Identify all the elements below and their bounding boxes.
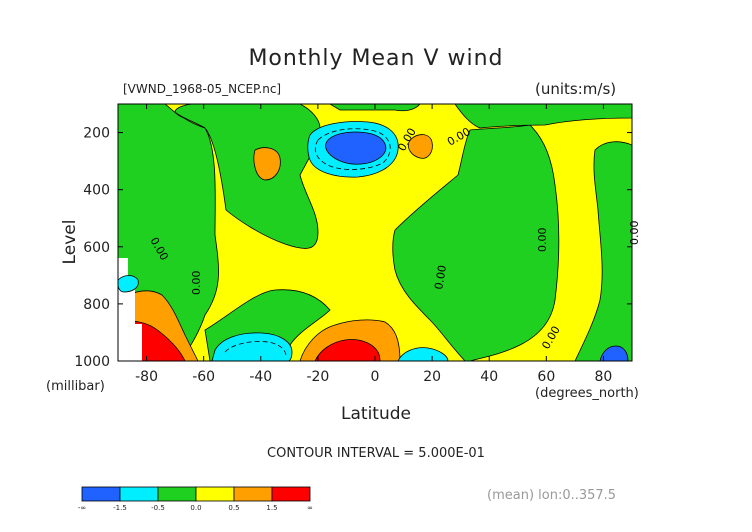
contour-negative-low [224, 341, 287, 357]
colorbar-swatch [195, 486, 235, 502]
x-tick-label: 20 [423, 369, 441, 385]
y-tick-label: 200 [83, 126, 110, 142]
x-tick-label: 0 [371, 369, 380, 385]
y-tick-label: 400 [83, 183, 110, 199]
field-cyan-low [211, 332, 293, 361]
file-label: [VWND_1968-05_NCEP.nc] [123, 82, 282, 96]
y-axis-units: (millibar) [46, 379, 105, 394]
x-tick-label: -80 [135, 369, 158, 385]
field-red-surface [314, 339, 381, 361]
x-tick-label: 60 [537, 369, 555, 385]
field-blue-jet-core [325, 131, 387, 165]
field-green-center [174, 104, 321, 249]
field-green-south-north [454, 104, 632, 129]
chart-title: Monthly Mean V wind [248, 46, 504, 71]
x-tick-label: -40 [249, 369, 272, 385]
colorbar-label: 0.0 [190, 504, 201, 512]
contour-label: 0.00 [432, 264, 449, 290]
contour-interval: CONTOUR INTERVAL = 5.000E-01 [267, 446, 485, 461]
colorbar-swatch [119, 486, 159, 502]
axis-ticks: -80 -60 -40 -20 0 20 40 60 80 200 400 600 800 1000 [74, 104, 632, 385]
contour-label: 0.00 [536, 228, 549, 253]
units-label: (units:m/s) [535, 80, 617, 98]
contour-fields [118, 104, 632, 361]
colorbar-label: ∞ [307, 504, 313, 512]
colorbar-swatch [81, 486, 121, 502]
field-green-north [392, 124, 560, 361]
contour-label: 0.00 [190, 271, 203, 296]
x-axis-label: Latitude [341, 404, 411, 424]
y-tick-label: 600 [83, 240, 110, 256]
colorbar: -∞ -1.5 -0.5 0.0 0.5 1.5 ∞ [78, 486, 313, 512]
contour-negative-jet [314, 128, 391, 170]
mean-label: (mean) lon:0..357.5 [487, 488, 617, 503]
x-tick-label: 40 [480, 369, 498, 385]
field-orange-upper-left [253, 147, 281, 181]
colorbar-swatch [157, 486, 197, 502]
colorbar-swatch [271, 486, 311, 502]
colorbar-label: -0.5 [151, 504, 165, 512]
colorbar-label: -1.5 [113, 504, 127, 512]
y-tick-label: 1000 [74, 354, 110, 370]
x-axis-units: (degrees_north) [535, 386, 639, 401]
contour-label: 0.00 [628, 221, 641, 246]
x-tick-label: 80 [595, 369, 613, 385]
field-green-far-north [574, 141, 632, 361]
colorbar-label: 1.5 [266, 504, 277, 512]
x-tick-label: -20 [306, 369, 329, 385]
y-tick-label: 800 [83, 297, 110, 313]
field-cyan-surface-north [397, 347, 449, 361]
field-blue-coast [599, 345, 629, 361]
colorbar-swatch [233, 486, 273, 502]
field-cyan-polar [118, 275, 139, 293]
colorbar-label: -∞ [78, 504, 86, 512]
field-orange-upper-right [407, 134, 433, 159]
colorbar-label: 0.5 [228, 504, 239, 512]
x-tick-label: -60 [192, 369, 215, 385]
